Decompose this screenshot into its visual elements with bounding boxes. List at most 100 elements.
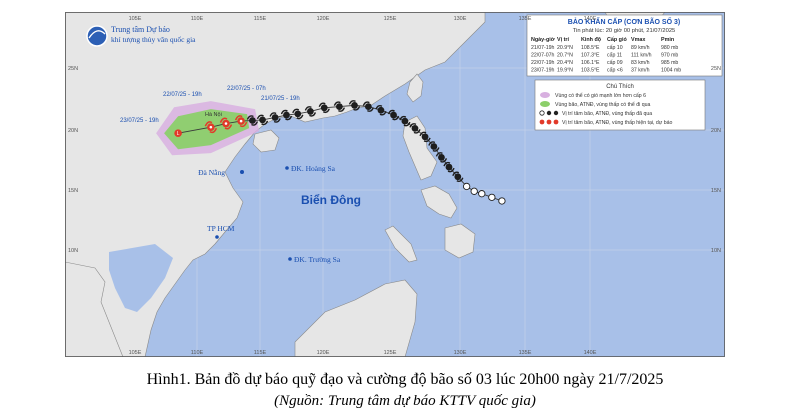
- past-position-marker: [435, 152, 448, 163]
- mainland-land: [65, 12, 486, 357]
- past-position-marker: [452, 171, 464, 183]
- past-position-marker: [462, 182, 471, 191]
- philippines-visayas: [420, 185, 458, 219]
- past-position-marker: [362, 101, 375, 112]
- past-position-marker: [387, 109, 400, 121]
- past-position-marker: [292, 108, 304, 120]
- bulletin-cell: 37 km/h: [631, 68, 650, 74]
- sea-label: Biển Đông: [301, 193, 361, 207]
- bulletin-header-cell: Pmin: [661, 37, 674, 43]
- bulletin-cell: 103.5°E: [581, 68, 600, 74]
- past-position-marker: [498, 197, 506, 205]
- grid-top-label: 140E: [584, 16, 597, 22]
- grid-top-label: 105E: [129, 16, 142, 22]
- bulletin-table: Ngày-giờ Vị trí Kinh độ Cấp gió Vmax Pmin 21/0…: [531, 36, 681, 74]
- map-frame: [65, 12, 725, 357]
- legend-swatch-wind: [540, 92, 550, 98]
- forecast-label-22-19h: 22/07/25 - 19h: [163, 92, 202, 98]
- legend-item-danger: Vùng bão, ATNĐ, vùng thấp có thể đi qua: [555, 101, 650, 108]
- grid-top-label: 110E: [191, 16, 204, 22]
- truongsa-marker: [288, 257, 292, 261]
- legend-item-forecast: Vị trí tâm bão, ATNĐ, vùng thấp hiện tại…: [562, 120, 672, 126]
- past-position-marker: [428, 141, 440, 152]
- track-line: [178, 104, 503, 202]
- grid-left-label: 15N: [68, 188, 78, 194]
- grid-bottom-label: 110E: [191, 350, 204, 356]
- bulletin-cell: 83 km/h: [631, 60, 650, 66]
- past-position-marker: [269, 112, 281, 123]
- caption-title: Hình1. Bản đồ dự báo quỹ đạo và cường độ…: [146, 371, 664, 388]
- legend-title: Chú Thích: [606, 84, 634, 90]
- hcm-marker: [215, 235, 219, 239]
- bulletin-cell: 985 mb: [661, 60, 678, 66]
- danang-label: Đà Nẵng: [198, 168, 225, 177]
- bulletin-cell: 20.4°N: [557, 60, 573, 66]
- bulletin-cell: 1004 mb: [661, 68, 681, 74]
- bulletin-header-cell: Vị trí: [557, 37, 569, 43]
- map-canvas: Biển Đông Đà Nẵng ĐK. Hoàng Sa TP HCM ĐK…: [65, 12, 725, 357]
- grid-right-label: 10N: [711, 248, 721, 254]
- forecast-position-marker: [219, 117, 233, 130]
- truongsa-label: ĐK. Trường Sa: [294, 255, 341, 264]
- bulletin-box: [526, 14, 723, 77]
- legend-swatch-past: [539, 110, 559, 116]
- danger-zone: [164, 109, 250, 150]
- hoangsa-label: ĐK. Hoàng Sa: [291, 164, 336, 173]
- bulletin-header-cell: Vmax: [631, 37, 645, 43]
- forecast-map: Biển Đông Đà Nẵng ĐK. Hoàng Sa TP HCM ĐK…: [65, 12, 725, 357]
- grid-bottom-label: 115E: [254, 350, 267, 356]
- bulletin-header-cell: Ngày-giờ: [531, 37, 555, 43]
- grid-left-label: 10N: [68, 248, 78, 254]
- forecast-label-23-19h: 23/07/25 - 19h: [120, 118, 159, 124]
- grid-top-label: 135E: [519, 16, 532, 22]
- danang-marker: [240, 170, 244, 174]
- bulletin-cell: 108.5°E: [581, 45, 600, 51]
- past-position-marker: [333, 101, 346, 112]
- bulletin-cell: cấp 09: [607, 60, 623, 66]
- past-position-marker: [470, 187, 478, 195]
- bulletin-cell: 106.1°E: [581, 60, 600, 66]
- forecast-label-21-19h: 21/07/25 - 19h: [261, 96, 300, 102]
- grid-top-label: 120E: [317, 16, 330, 22]
- bulletin-title: BẢO KHẨN CẤP (CƠN BÃO SỐ 3): [568, 16, 680, 26]
- storm-track: L: [174, 100, 506, 205]
- bulletin-cell: cấp 10: [607, 45, 623, 51]
- grid-top-label: 115E: [254, 16, 267, 22]
- taiwan-land: [406, 73, 424, 103]
- grid-right-label: 15N: [711, 188, 721, 194]
- legend-item-wind: Vùng có thể có gió mạnh lớn hơn cấp 6: [555, 92, 646, 99]
- grid-left-label: 25N: [68, 66, 78, 72]
- bulletin-cell: 89 km/h: [631, 45, 650, 51]
- agency-name-line1: Trung tâm Dự báo: [111, 25, 170, 34]
- past-position-marker: [280, 109, 293, 121]
- legend-panel: Chú Thích Vùng có thể có gió mạnh lớn hơ…: [534, 79, 706, 131]
- grid-right-label: 25N: [711, 66, 721, 72]
- bulletin-cell: 970 mb: [661, 53, 678, 59]
- past-position-marker: [409, 123, 421, 134]
- grid-bottom-label: 125E: [384, 350, 397, 356]
- hainan-land: [252, 129, 280, 153]
- bulletin-cell: 22/07-07h: [531, 53, 554, 59]
- past-position-marker: [318, 102, 330, 114]
- svg-text:L: L: [177, 131, 180, 137]
- bulletin-cell: 107.3°E: [581, 53, 600, 59]
- place-hoangsa: ĐK. Hoàng Sa: [285, 164, 336, 173]
- past-position-marker: [375, 104, 387, 116]
- place-hcm: TP HCM: [207, 224, 235, 239]
- bulletin-cell: 111 km/h: [631, 53, 652, 59]
- grid-bottom-label: 135E: [519, 350, 532, 356]
- grid-bottom-label: 140E: [584, 350, 597, 356]
- past-position-marker: [304, 106, 317, 117]
- past-position-marker: [399, 115, 411, 127]
- grid-bottom-label: 130E: [454, 350, 467, 356]
- grid-top-label: 125E: [384, 16, 397, 22]
- grid-left-label: 20N: [68, 128, 78, 134]
- bulletin-cell: 20.7°N: [557, 53, 573, 59]
- past-position-marker: [348, 100, 361, 111]
- past-position-marker: [419, 131, 431, 143]
- bulletin-header-cell: Cấp gió: [607, 36, 627, 43]
- hoangsa-marker: [285, 166, 289, 170]
- past-position-marker: [478, 190, 486, 198]
- legend-item-past: Vị trí tâm bão, ATNĐ, vùng thấp đã qua: [562, 111, 652, 117]
- grid-right-label: 20N: [711, 128, 721, 134]
